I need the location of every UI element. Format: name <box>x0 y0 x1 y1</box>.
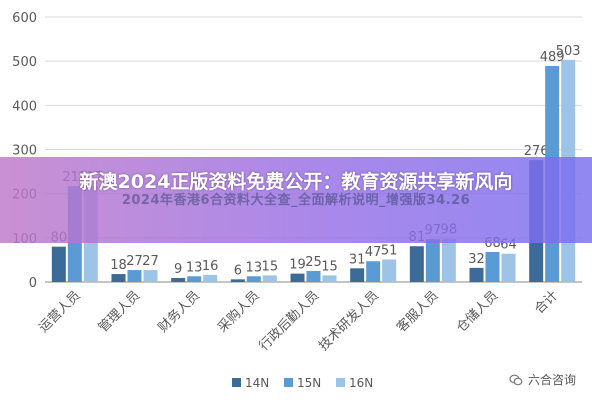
legend-label: 16N <box>349 376 373 390</box>
legend-label: 15N <box>297 376 321 390</box>
bar <box>203 274 218 282</box>
x-tick-label: 行政后勤人员 <box>257 288 323 354</box>
bar <box>143 270 158 282</box>
data-label: 9 <box>174 262 182 277</box>
x-tick-label: 合计 <box>532 288 561 317</box>
bar <box>425 239 440 282</box>
x-tick-label: 仓储人员 <box>454 288 501 335</box>
data-label: 27 <box>142 254 159 269</box>
bar <box>469 267 484 282</box>
data-label: 32 <box>468 252 485 267</box>
data-label: 15 <box>321 259 338 274</box>
data-label: 6 <box>234 263 242 278</box>
data-label: 15 <box>262 259 279 274</box>
bar <box>382 259 397 282</box>
data-label: 25 <box>305 255 322 270</box>
legend-swatch <box>232 378 241 387</box>
data-label: 503 <box>556 44 581 59</box>
bar <box>127 270 142 282</box>
data-label: 19 <box>289 258 306 273</box>
data-label: 51 <box>381 243 398 258</box>
bar <box>366 261 381 282</box>
y-tick-label: 0 <box>29 276 37 291</box>
bar <box>230 279 245 282</box>
bar <box>171 278 186 282</box>
bar <box>262 275 277 282</box>
banner-title: 新澳2024正版资料免费公开：教育资源共享新风向 <box>79 171 513 193</box>
data-label: 27 <box>126 254 143 269</box>
data-label: 16 <box>202 259 219 274</box>
legend-label: 14N <box>245 376 269 390</box>
legend-swatch <box>284 378 293 387</box>
data-label: 47 <box>365 245 382 260</box>
bar <box>111 274 126 282</box>
bar <box>322 275 337 282</box>
legend-swatch <box>336 378 345 387</box>
wechat-icon <box>509 374 523 385</box>
y-tick-label: 400 <box>12 99 37 114</box>
data-label: 13 <box>246 260 263 275</box>
x-tick-label: 财务人员 <box>155 288 203 336</box>
bar <box>485 251 500 282</box>
data-label: 489 <box>540 50 565 65</box>
x-tick-label: 客服人员 <box>394 288 442 336</box>
watermark: 六合咨询 <box>509 371 576 388</box>
bar <box>350 268 365 282</box>
x-tick-label: 运营人员 <box>36 288 83 335</box>
y-tick-label: 300 <box>12 144 37 159</box>
bar <box>187 276 202 282</box>
y-tick-label: 500 <box>12 55 37 70</box>
x-tick-label: 技术研发人员 <box>316 288 382 354</box>
bar <box>246 276 261 282</box>
bar <box>51 246 66 282</box>
data-label: 31 <box>349 252 366 267</box>
data-label: 276 <box>524 144 549 159</box>
data-label: 18 <box>110 258 127 273</box>
x-tick-label: 采购人员 <box>215 288 263 336</box>
watermark-text: 六合咨询 <box>527 373 576 387</box>
bar <box>501 253 516 282</box>
bar <box>290 273 305 282</box>
y-tick-label: 600 <box>12 11 37 26</box>
banner-subtitle: 2024年香港6合资料大全查_全面解析说明_增强版34.26 <box>121 193 471 208</box>
title-banner: 2024年香港6合资料大全查_全面解析说明_增强版34.26 新澳2024正版资… <box>0 157 592 243</box>
bar <box>441 238 456 282</box>
data-label: 13 <box>186 260 203 275</box>
x-tick-label: 管理人员 <box>96 288 143 335</box>
bar <box>306 270 321 282</box>
bar <box>409 246 424 282</box>
